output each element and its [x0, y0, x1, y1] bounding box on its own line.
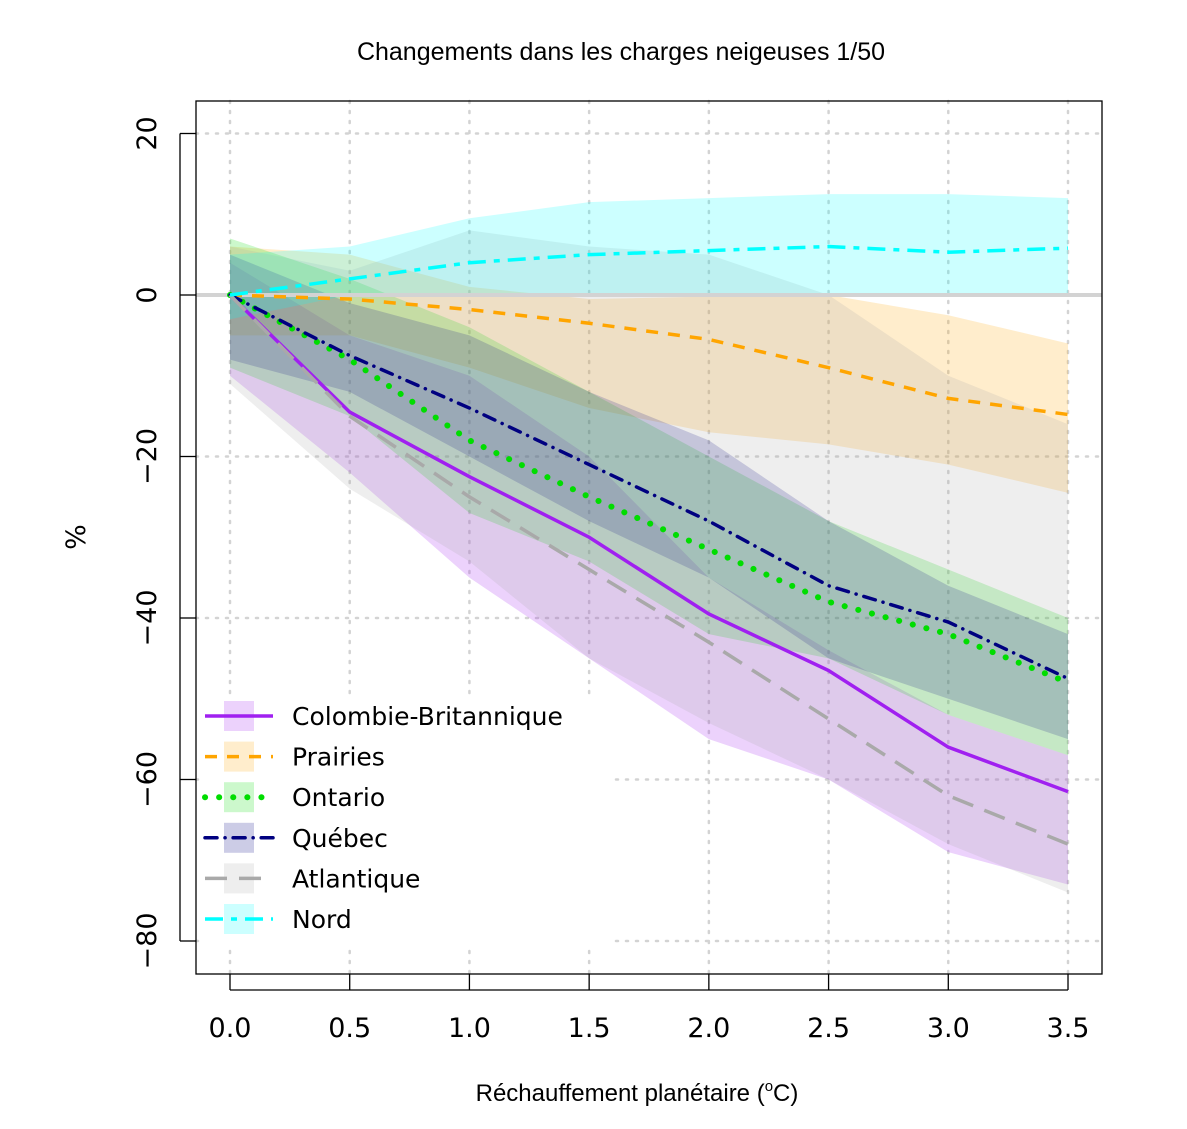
y-tick-label: −40 [132, 590, 163, 647]
x-tick-label: 1.5 [568, 1013, 611, 1044]
line-colombie-britannique [228, 293, 1069, 794]
x-tick-label: 3.0 [927, 1013, 970, 1044]
band-ontario [230, 238, 1069, 756]
x-tick-label: 2.5 [807, 1013, 850, 1044]
legend-label-colombie-britannique: Colombie-Britannique [292, 702, 563, 731]
x-tick-label: 3.5 [1047, 1013, 1090, 1044]
line-atlantique [228, 293, 1069, 846]
y-tick-label: −60 [132, 751, 163, 808]
series-lines [227, 244, 1072, 846]
legend-label-atlantique: Atlantique [292, 864, 420, 893]
x-tick-label: 2.0 [687, 1013, 730, 1044]
y-axis-label: % [61, 524, 92, 550]
y-tick-label: 0 [132, 286, 163, 303]
y-tick-label: −20 [132, 428, 163, 485]
x-axis-label: Réchauffement planétaire (oC) [476, 1078, 799, 1107]
line-ontario [227, 292, 1072, 686]
axes: 0.0 0.5 1.0 1.5 2.0 2.5 3.0 3.5 20 0 −20 −40 −60 −80 [132, 116, 1089, 1044]
legend-label-ontario: Ontario [292, 783, 385, 812]
plot-frame [195, 100, 1103, 975]
line-prairies [229, 293, 1069, 417]
y-tick-label: 20 [132, 116, 163, 150]
x-tick-label: 0.0 [209, 1013, 252, 1044]
legend-label-prairies: Prairies [292, 743, 385, 772]
band-qu-bec [230, 254, 1069, 740]
y-tick-label: −80 [132, 913, 163, 970]
legend-label-qu-bec: Québec [292, 824, 388, 853]
legend-label-nord: Nord [292, 905, 352, 934]
line-qu-bec [228, 293, 1070, 681]
chart-title: Changements dans les charges neigeuses 1… [357, 38, 885, 66]
band-prairies [230, 246, 1069, 493]
x-tick-label: 1.0 [448, 1013, 491, 1044]
legend-background [200, 698, 610, 948]
band-nord [230, 194, 1069, 320]
legend: Colombie-Britannique Prairies Ontario Québe… [200, 698, 610, 948]
x-tick-label: 0.5 [328, 1013, 371, 1044]
